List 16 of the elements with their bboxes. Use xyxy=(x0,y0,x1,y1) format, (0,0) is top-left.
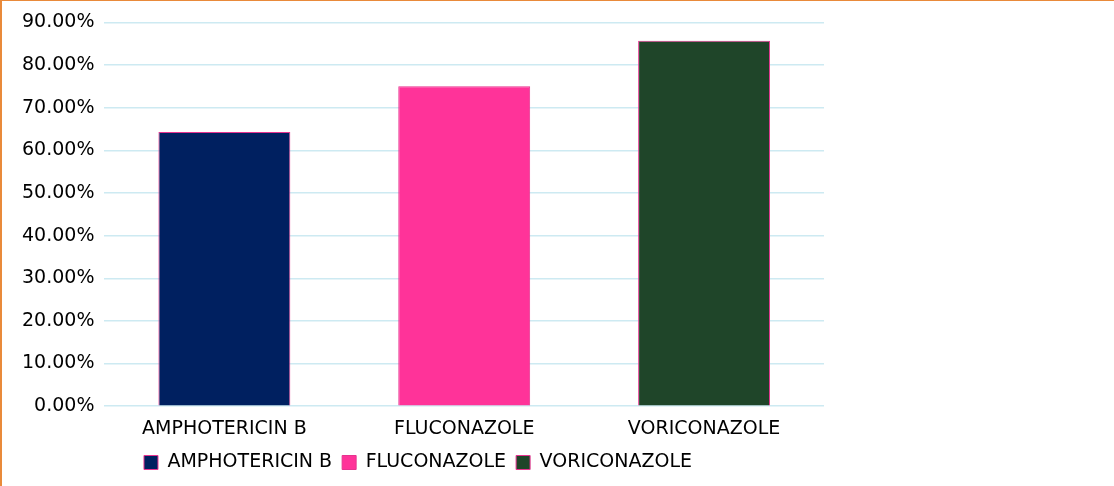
y-tick-label: 90.00% xyxy=(21,9,95,32)
x-tick-label: VORICONAZOLE xyxy=(627,415,781,438)
y-tick-label: 60.00% xyxy=(21,137,95,160)
y-tick-label: 50.00% xyxy=(21,179,95,202)
y-tick-label: 20.00% xyxy=(21,307,95,330)
y-tick-label: 0.00% xyxy=(34,393,95,416)
y-tick-label: 80.00% xyxy=(21,51,95,74)
x-tick-label: FLUCONAZOLE xyxy=(393,415,535,438)
y-tick-label: 30.00% xyxy=(21,265,95,288)
y-tick-label: 10.00% xyxy=(21,350,95,373)
legend-label: VORICONAZOLE xyxy=(539,449,693,472)
y-tick-label: 70.00% xyxy=(21,94,95,117)
legend-label: AMPHOTERICIN B xyxy=(167,449,333,472)
legend-label: FLUCONAZOLE xyxy=(365,449,507,472)
y-tick-label: 40.00% xyxy=(21,222,95,245)
x-tick-label: AMPHOTERICIN B xyxy=(142,415,307,438)
